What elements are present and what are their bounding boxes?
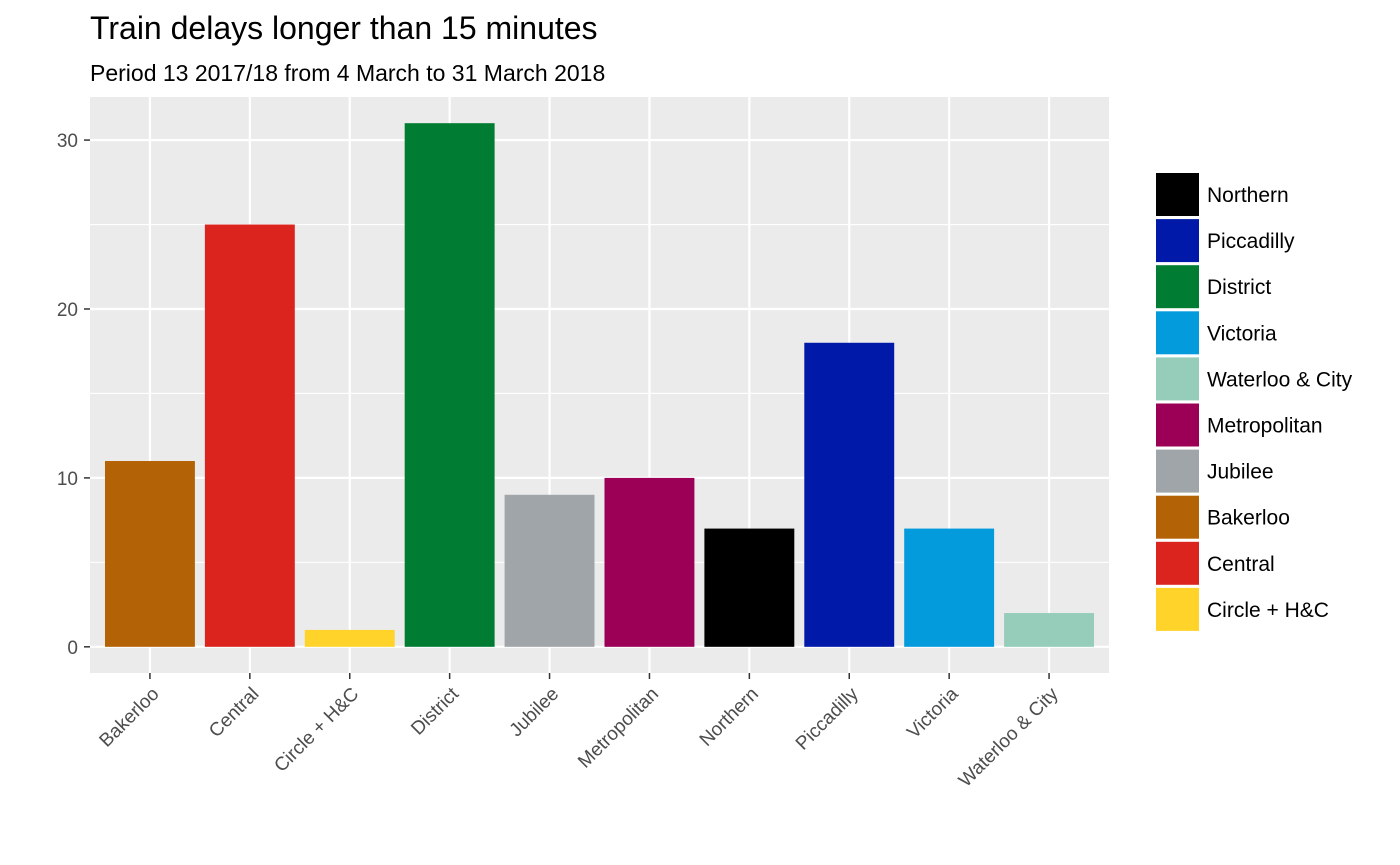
legend-key (1156, 495, 1199, 539)
legend-key (1156, 311, 1199, 355)
legend-key (1156, 449, 1199, 493)
bar-jubilee (504, 494, 595, 647)
x-tick-label: Central (205, 684, 263, 742)
legend-label: Circle + H&C (1207, 599, 1329, 622)
legend-label: Jubilee (1207, 461, 1274, 484)
legend-key (1156, 541, 1199, 585)
legend-label: Metropolitan (1207, 415, 1323, 438)
legend-label: Waterloo & City (1207, 368, 1353, 391)
x-tick-label: Bakerloo (96, 684, 164, 752)
x-tick-label: Northern (696, 684, 763, 751)
x-tick-label: Victoria (903, 683, 963, 743)
x-tick-label: Metropolitan (574, 684, 663, 773)
chart-title: Train delays longer than 15 minutes (90, 10, 598, 46)
bar-metropolitan (604, 477, 695, 647)
y-tick-label: 30 (57, 131, 78, 152)
legend-key (1156, 357, 1199, 401)
legend-label: Bakerloo (1207, 507, 1290, 530)
y-tick-label: 0 (67, 638, 78, 659)
legend-label: Piccadilly (1207, 230, 1295, 253)
y-tick-label: 20 (57, 300, 78, 321)
bar-district (404, 123, 495, 647)
x-tick-label: Jubilee (506, 684, 563, 741)
legend-key (1156, 265, 1199, 309)
legend-key (1156, 173, 1199, 216)
bar-northern (704, 528, 795, 647)
x-tick-label: District (407, 683, 463, 739)
legend-label: Central (1207, 553, 1275, 576)
bar-bakerloo (104, 461, 195, 647)
x-tick-label: Circle + H&C (270, 684, 363, 777)
legend-label: Northern (1207, 184, 1289, 207)
legend-key (1156, 403, 1199, 447)
legend-key (1156, 587, 1199, 631)
bar-circle-h-c (304, 629, 395, 647)
legend-key (1156, 219, 1199, 263)
chart-subtitle: Period 13 2017/18 from 4 March to 31 Mar… (90, 60, 606, 86)
bar-waterloo-city (1004, 613, 1095, 647)
x-tick-label: Waterloo & City (955, 683, 1063, 791)
x-tick-label: Piccadilly (792, 683, 863, 754)
y-tick-label: 10 (57, 469, 78, 490)
legend-label: Victoria (1207, 322, 1277, 345)
bar-victoria (904, 528, 995, 647)
legend-label: District (1207, 276, 1271, 299)
bar-piccadilly (804, 342, 895, 647)
bar-central (204, 224, 295, 647)
